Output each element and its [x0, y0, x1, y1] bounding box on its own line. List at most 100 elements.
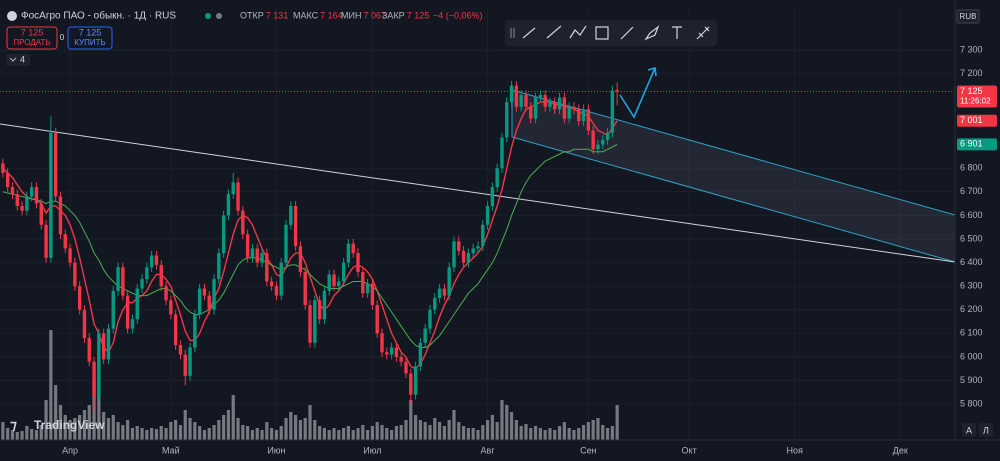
candle-body [73, 262, 77, 287]
tool-rect[interactable] [595, 26, 609, 40]
tool-text[interactable] [672, 26, 682, 39]
candle-body [121, 267, 125, 296]
volume-bar [481, 425, 485, 440]
volume-bar [121, 425, 125, 440]
candle-body [303, 272, 307, 306]
candle-body [466, 253, 471, 263]
y-tick-label: 6 800 [960, 163, 983, 173]
price-label: 6 901 [960, 139, 983, 149]
tool-trend[interactable] [522, 27, 536, 39]
volume-bar [260, 430, 264, 440]
volume-bar [135, 426, 139, 440]
x-tick-label: Дек [893, 445, 908, 455]
volume-bar [447, 420, 451, 440]
candle-body [553, 102, 557, 110]
candle-body [265, 253, 269, 282]
candle-body [188, 347, 192, 376]
candle-body [260, 253, 264, 263]
candle-body [581, 109, 586, 122]
candle-body [197, 288, 202, 315]
volume-bar [159, 426, 163, 440]
volume-bar [150, 428, 154, 440]
trend-line[interactable] [0, 123, 956, 263]
forecast-arrow[interactable] [619, 67, 656, 119]
log-button[interactable] [979, 423, 993, 437]
volume-bar [188, 418, 192, 440]
candle-body [351, 243, 355, 254]
volume-bar [289, 412, 293, 440]
volume-bar [116, 422, 120, 440]
drag-handle[interactable] [510, 28, 515, 38]
candle-body [293, 205, 298, 247]
volume-bar [509, 412, 514, 440]
candle-body [269, 281, 274, 287]
candle-body [596, 144, 600, 150]
buy-label: КУПИТЬ [74, 38, 105, 47]
candle-body [399, 356, 403, 362]
volume-bar [44, 400, 48, 440]
volume-bar [610, 426, 614, 440]
tool-brush[interactable] [644, 25, 660, 41]
candle-body [356, 253, 360, 273]
indicators-toggle[interactable] [6, 54, 30, 66]
tool-line[interactable] [620, 26, 634, 40]
candle-body [92, 361, 96, 398]
sell-button[interactable] [6, 26, 58, 50]
candle-body [231, 182, 235, 195]
candle-body [202, 288, 207, 296]
candle-body [577, 109, 581, 122]
candle-body [250, 248, 255, 258]
volume-bar [452, 410, 456, 440]
price-label-box [957, 85, 997, 108]
candle-body [529, 106, 533, 119]
tool-measure[interactable] [696, 26, 710, 40]
volume-bar [25, 426, 29, 440]
volume-bar [198, 426, 202, 440]
auto-button[interactable] [962, 423, 976, 437]
y-tick-label: 6 500 [960, 233, 983, 243]
sell-label: ПРОДАТЬ [13, 38, 50, 47]
symbol-title[interactable]: ФосАгро ПАО - обыкн. · 1Д · RUS [21, 10, 176, 22]
candle-body [53, 132, 58, 197]
volume-bar [39, 425, 43, 440]
volume-bar [586, 422, 590, 440]
candle-body [154, 255, 159, 265]
candle-body [164, 286, 168, 301]
buy-button[interactable] [67, 26, 113, 50]
volume-bar [342, 428, 346, 440]
candle-body [173, 314, 178, 346]
candle-body [20, 205, 24, 211]
volume-bar [375, 422, 379, 440]
candle-body [605, 132, 610, 140]
volume-bar [346, 426, 351, 440]
candle-body [389, 347, 394, 355]
candle-body [423, 328, 427, 343]
volume-bar [433, 418, 437, 440]
y-tick-label: 6 300 [960, 281, 983, 291]
volume-bar [15, 432, 19, 440]
volume-bar [34, 430, 39, 440]
currency: RUB [960, 12, 977, 21]
volume-bar [567, 428, 571, 440]
volume-bar [10, 430, 15, 440]
tool-path[interactable] [569, 25, 587, 39]
volume-bar [423, 422, 427, 440]
tool-ray[interactable] [546, 25, 562, 39]
volume-bar [231, 395, 235, 440]
price-axis [955, 0, 1000, 461]
currency-box[interactable] [956, 9, 980, 24]
candle-body [279, 262, 283, 296]
candle-body [313, 300, 317, 343]
volume-bar [351, 430, 355, 440]
volume-bar [308, 405, 312, 440]
candle-body [485, 205, 490, 225]
volume-bar [485, 420, 490, 440]
brand[interactable]: TradingView [34, 418, 105, 432]
candle-body [82, 309, 87, 339]
volume-bar [174, 420, 178, 440]
candle-body [375, 305, 379, 334]
volume-bar [322, 428, 327, 440]
candle-body [106, 328, 111, 360]
volume-bar [466, 428, 470, 440]
